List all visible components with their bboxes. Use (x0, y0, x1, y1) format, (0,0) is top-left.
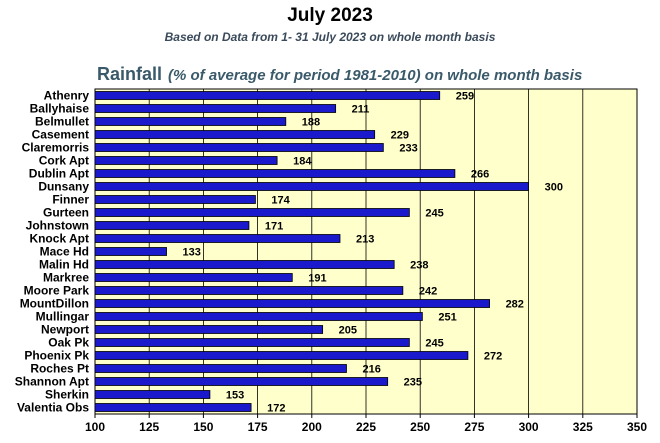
heading-label: Rainfall (97, 64, 163, 84)
chart-heading: Rainfall (% of average for period 1981-20… (97, 64, 582, 85)
bar (94, 117, 287, 126)
value-label: 174 (271, 195, 290, 207)
bar (94, 182, 530, 191)
category-label: Casement (32, 128, 89, 142)
bar (94, 208, 410, 217)
category-label: Mullingar (36, 310, 90, 324)
category-label: Knock Apt (29, 232, 89, 246)
value-label: 133 (183, 247, 201, 259)
category-label: Finner (52, 193, 89, 207)
category-label: Sherkin (45, 388, 89, 402)
category-label: Athenry (44, 89, 90, 103)
heading-note: (% of average for period 1981-2010) on w… (168, 67, 583, 84)
bar (94, 195, 256, 204)
bar (94, 234, 341, 243)
bar (94, 286, 404, 295)
category-label: Dublin Apt (29, 167, 89, 181)
category-label: Roches Pt (30, 362, 89, 376)
x-axis: 100 125 150 175 200 225 250 275 300 325 350 (85, 414, 647, 434)
bar (94, 403, 252, 412)
category-label: Dunsany (38, 180, 89, 194)
category-label: Claremorris (22, 141, 90, 155)
value-label: 282 (506, 299, 524, 311)
value-label: 188 (302, 117, 320, 129)
value-label: 245 (425, 208, 443, 220)
bars (94, 91, 530, 412)
value-label: 272 (484, 351, 502, 363)
bar (94, 390, 211, 399)
bar (94, 169, 456, 178)
bar (94, 156, 278, 165)
value-label: 251 (438, 312, 456, 324)
x-tick-label: 100 (85, 420, 105, 434)
category-label: Phoenix Pk (24, 349, 89, 363)
x-tick-label: 300 (519, 420, 539, 434)
bar (94, 364, 347, 373)
category-label: Belmullet (35, 115, 89, 129)
category-label: Gurteen (43, 206, 89, 220)
bar (94, 299, 490, 308)
category-label: Ballyhaise (30, 102, 90, 116)
category-label: Mace Hd (40, 245, 89, 259)
chart-subtitle: Based on Data from 1- 31 July 2023 on wh… (164, 30, 496, 44)
value-label: 229 (391, 130, 409, 142)
x-tick-label: 250 (410, 420, 430, 434)
bar (94, 312, 423, 321)
value-label: 184 (293, 156, 312, 168)
value-label: 205 (339, 325, 357, 337)
x-tick-label: 350 (627, 420, 647, 434)
category-label: Shannon Apt (15, 375, 89, 389)
chart-title: July 2023 (287, 5, 373, 26)
value-label: 191 (308, 273, 326, 285)
bar (94, 273, 293, 282)
bar (94, 338, 410, 347)
value-label: 235 (404, 377, 422, 389)
value-label: 245 (425, 338, 443, 350)
x-tick-label: 175 (248, 420, 268, 434)
value-label: 211 (352, 104, 370, 116)
value-label: 242 (419, 286, 437, 298)
category-label: Johnstown (26, 219, 89, 233)
category-label: Valentia Obs (17, 401, 89, 415)
value-label: 238 (410, 260, 428, 272)
bar (94, 247, 167, 256)
category-label: MountDillon (20, 297, 89, 311)
bar (94, 351, 469, 360)
x-tick-label: 275 (464, 420, 484, 434)
bar (94, 130, 376, 139)
value-label: 266 (471, 169, 489, 181)
bar (94, 143, 384, 152)
category-label: Markree (43, 271, 89, 285)
bar (94, 325, 324, 334)
category-label: Cork Apt (39, 154, 89, 168)
category-label: Moore Park (24, 284, 90, 298)
value-label: 171 (265, 221, 283, 233)
category-label: Oak Pk (48, 336, 89, 350)
value-label: 233 (399, 143, 417, 155)
x-tick-label: 200 (302, 420, 322, 434)
value-label: 172 (267, 403, 285, 415)
x-tick-label: 150 (193, 420, 213, 434)
bar (94, 91, 441, 100)
bar (94, 104, 337, 113)
category-labels: AthenryBallyhaiseBelmulletCasementClarem… (15, 89, 90, 415)
value-label: 300 (545, 182, 563, 194)
bar (94, 260, 395, 269)
x-tick-label: 125 (139, 420, 159, 434)
value-label: 259 (456, 91, 474, 103)
x-tick-label: 325 (573, 420, 593, 434)
value-label: 213 (356, 234, 374, 246)
value-label: 216 (362, 364, 380, 376)
bar (94, 221, 250, 230)
value-label: 153 (226, 390, 244, 402)
category-label: Malin Hd (39, 258, 89, 272)
category-label: Newport (41, 323, 89, 337)
x-tick-label: 225 (356, 420, 376, 434)
bar (94, 377, 389, 386)
